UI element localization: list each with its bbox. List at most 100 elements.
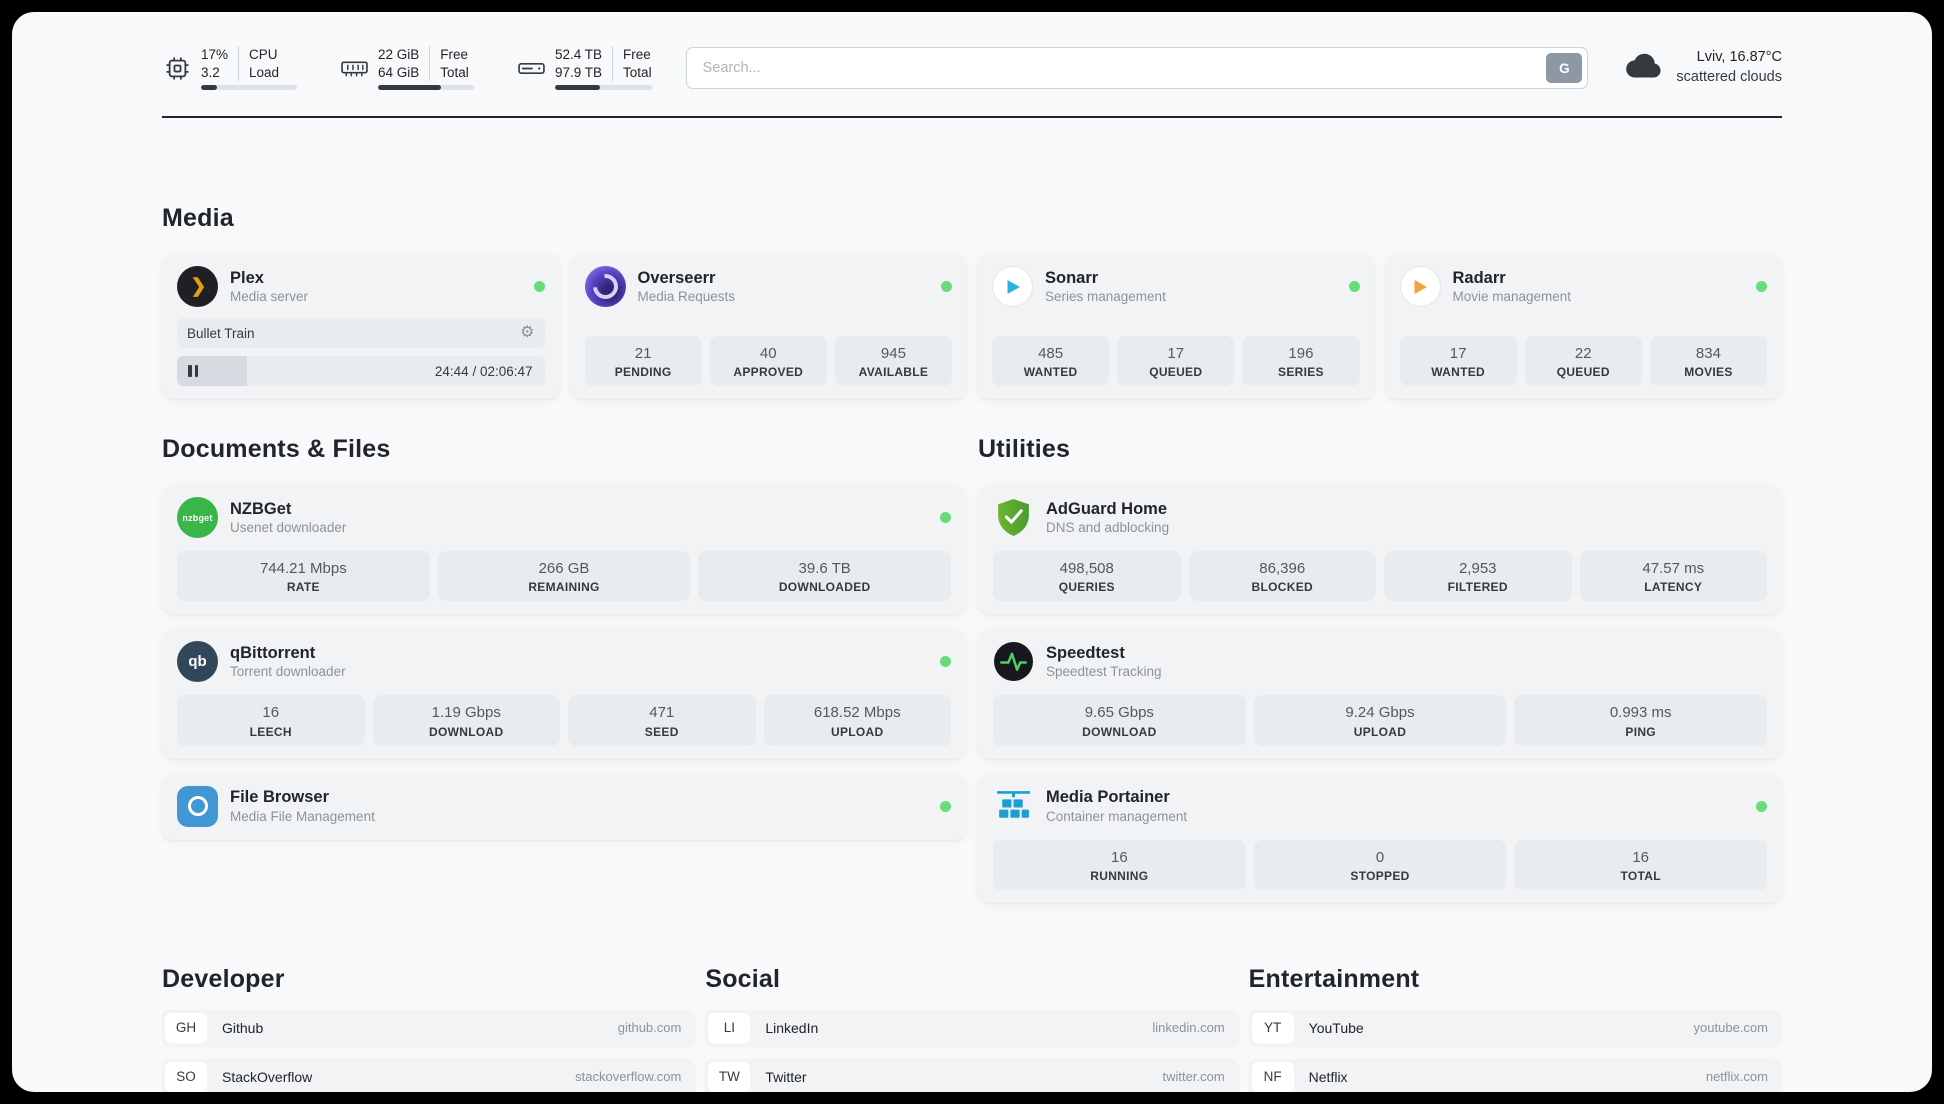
header-divider	[162, 116, 1782, 119]
stat-label: DOWNLOADED	[778, 580, 871, 595]
app-card-plex[interactable]: Plex Media server Bullet Train ⚙ 24:44 /…	[162, 253, 560, 400]
app-name: AdGuard Home	[1046, 499, 1168, 518]
link-linkedin[interactable]: LI LinkedIn linkedin.com	[705, 1009, 1239, 1046]
stat-box: 471 SEED	[568, 695, 756, 746]
disk-values: 52.4 TB 97.9 TB	[555, 47, 603, 80]
stat-label: LEECH	[249, 724, 292, 739]
search-input[interactable]	[685, 47, 1589, 90]
stat-value: 16	[1110, 848, 1128, 866]
stat-value: 22	[1574, 344, 1592, 362]
stat-box: 16 RUNNING	[993, 839, 1246, 890]
link-name: Netflix	[1308, 1068, 1348, 1085]
radarr-icon	[1399, 266, 1441, 308]
stat-label: PENDING	[614, 365, 672, 380]
nzbget-icon: nzbget	[177, 497, 218, 539]
stat-label: REMAINING	[528, 580, 600, 595]
pause-button[interactable]	[177, 356, 198, 386]
utilities-section-title: Utilities	[978, 435, 1071, 464]
stat-value: 618.52 Mbps	[813, 704, 901, 722]
link-url: linkedin.com	[1152, 1020, 1225, 1036]
search-go-button[interactable]: G	[1546, 53, 1583, 84]
stat-label: TOTAL	[1620, 868, 1661, 883]
overseerr-icon	[584, 266, 626, 308]
app-card-portainer[interactable]: Media Portainer Container management 16 …	[978, 772, 1782, 903]
link-youtube[interactable]: YT YouTube youtube.com	[1248, 1009, 1782, 1046]
app-card-speedtest[interactable]: Speedtest Speedtest Tracking 9.65 Gbps D…	[978, 628, 1782, 759]
social-section-title: Social	[705, 964, 781, 993]
ram-values: 22 GiB 64 GiB	[378, 47, 420, 80]
stat-label: BLOCKED	[1251, 580, 1313, 595]
stat-label: SEED	[644, 724, 679, 739]
stat-value: 17	[1167, 344, 1185, 362]
stat-label: WANTED	[1431, 365, 1485, 380]
stat-box: 266 GB REMAINING	[437, 551, 691, 602]
stat-value: 1.19 Gbps	[431, 704, 501, 722]
app-card-qbittorrent[interactable]: qb qBittorrent Torrent downloader 16 LEE…	[162, 628, 966, 759]
link-netflix[interactable]: NF Netflix netflix.com	[1248, 1058, 1782, 1092]
twitter-badge: TW	[708, 1061, 751, 1092]
weather-widget: Lviv, 16.87°C scattered clouds	[1622, 48, 1782, 87]
stat-value: 0.993 ms	[1609, 704, 1672, 722]
stat-box: 16 LEECH	[177, 695, 365, 746]
stat-label: RUNNING	[1090, 868, 1149, 883]
stat-label: QUEUED	[1556, 365, 1610, 380]
stat-value: 86,396	[1259, 560, 1306, 578]
stat-label: WANTED	[1023, 365, 1078, 380]
cpu-icon	[162, 55, 192, 82]
app-card-filebrowser[interactable]: File Browser Media File Management	[162, 772, 966, 840]
disk-progress-bar	[555, 85, 652, 91]
playback-progress[interactable]: 24:44 / 02:06:47	[177, 356, 545, 387]
system-metrics: 17% 3.2 CPU Load	[162, 46, 652, 91]
app-card-sonarr[interactable]: Sonarr Series management 485 WANTED 17 Q…	[977, 253, 1375, 400]
app-card-adguard[interactable]: AdGuard Home DNS and adblocking 498,508 …	[978, 484, 1782, 615]
link-twitter[interactable]: TW Twitter twitter.com	[705, 1058, 1239, 1092]
cloud-icon	[1622, 49, 1666, 88]
qbittorrent-icon: qb	[177, 641, 218, 683]
status-dot	[1756, 800, 1767, 812]
weather-condition: scattered clouds	[1676, 69, 1782, 86]
stat-box: 47.57 ms LATENCY	[1579, 551, 1767, 602]
stat-box: 945 AVAILABLE	[834, 335, 953, 387]
stat-value: 40	[759, 344, 777, 362]
section-documents: Documents & Files nzbget NZBGet Usenet d…	[162, 435, 966, 840]
stat-label: AVAILABLE	[858, 365, 929, 380]
weather-location: Lviv, 16.87°C	[1696, 49, 1782, 66]
stat-box: 498,508 QUERIES	[993, 551, 1181, 602]
status-dot	[940, 512, 951, 524]
app-card-nzbget[interactable]: nzbget NZBGet Usenet downloader 744.21 M…	[162, 484, 966, 615]
link-name: LinkedIn	[765, 1019, 819, 1036]
stat-value: 834	[1695, 344, 1721, 362]
app-card-radarr[interactable]: Radarr Movie management 17 WANTED 22 QUE…	[1384, 253, 1782, 400]
app-name: File Browser	[230, 788, 330, 806]
section-entertainment: Entertainment YT YouTube youtube.com NF …	[1248, 965, 1782, 1092]
ram-labels: Free Total	[429, 46, 469, 82]
stat-value: 2,953	[1458, 560, 1497, 578]
link-url: youtube.com	[1693, 1020, 1768, 1036]
status-dot	[940, 656, 951, 668]
app-card-overseerr[interactable]: Overseerr Media Requests 21 PENDING 40 A…	[569, 253, 967, 400]
cpu-labels: CPU Load	[238, 46, 279, 82]
app-subtitle: Torrent downloader	[230, 664, 346, 680]
ram-progress-fill	[378, 85, 442, 91]
stat-value: 0	[1375, 848, 1385, 866]
stat-value: 16	[262, 704, 280, 722]
link-github[interactable]: GH Github github.com	[162, 1009, 696, 1046]
stat-value: 21	[634, 344, 652, 362]
stat-value: 16	[1632, 848, 1650, 866]
link-name: Twitter	[765, 1068, 807, 1085]
app-name: NZBGet	[230, 499, 292, 518]
now-playing-bar: Bullet Train ⚙	[177, 318, 545, 349]
gear-icon[interactable]: ⚙	[520, 324, 535, 342]
filebrowser-icon	[177, 785, 218, 827]
status-dot	[941, 281, 952, 293]
stat-box: 618.52 Mbps UPLOAD	[763, 695, 951, 746]
disk-labels: Free Total	[612, 46, 652, 82]
app-name: Sonarr	[1045, 268, 1099, 287]
stat-label: UPLOAD	[831, 724, 884, 739]
link-stackoverflow[interactable]: SO StackOverflow stackoverflow.com	[162, 1058, 696, 1092]
status-dot	[533, 281, 545, 293]
status-dot	[940, 800, 951, 812]
ram-metric: 22 GiB 64 GiB Free Total	[339, 46, 474, 91]
stat-label: UPLOAD	[1353, 724, 1407, 739]
link-name: Github	[222, 1019, 264, 1036]
